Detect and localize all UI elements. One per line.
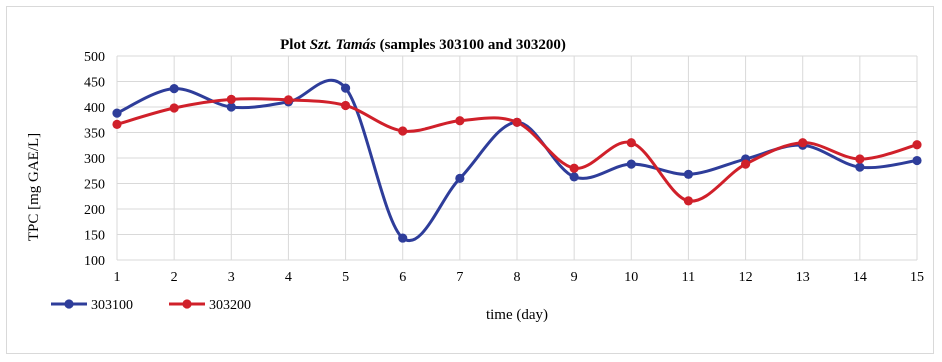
x-tick-label: 15 <box>910 270 924 285</box>
data-point-303100 <box>340 83 351 93</box>
legend-swatch-marker <box>182 299 192 309</box>
y-tick-label: 200 <box>84 203 105 218</box>
data-point-303200 <box>569 163 579 173</box>
data-point-303200 <box>912 140 922 150</box>
y-tick-label: 250 <box>84 178 105 193</box>
chart-frame: 100 150 200 250 300 350 400 450 500 1 2 3 4 5 6 7 8 9 10 1… <box>6 6 934 354</box>
data-point-303100 <box>226 102 236 112</box>
data-point-303100 <box>112 108 122 118</box>
x-tick-label: 14 <box>853 270 867 285</box>
data-point-303200 <box>112 119 122 129</box>
x-tick-label: 7 <box>456 270 463 285</box>
y-tick-label: 400 <box>84 101 105 116</box>
data-point-303200 <box>683 196 694 206</box>
x-tick-label: 3 <box>228 270 235 285</box>
data-point-303100 <box>912 155 922 166</box>
x-tick-label: 13 <box>796 270 810 285</box>
data-point-303200 <box>740 159 751 169</box>
x-tick-label: 10 <box>624 270 638 285</box>
x-tick-label: 6 <box>399 270 406 285</box>
y-axis-label: TPC [mg GAE/L] <box>26 133 42 241</box>
x-axis-label: time (day) <box>486 307 548 323</box>
legend-label: 303200 <box>209 298 251 313</box>
x-tick-label: 2 <box>171 270 178 285</box>
data-point-303100 <box>569 172 579 182</box>
y-tick-label: 450 <box>84 76 105 91</box>
y-axis-ticks: 100 150 200 250 300 350 400 450 500 <box>84 50 105 269</box>
legend-swatch-marker <box>64 299 74 309</box>
data-point-303200 <box>398 126 408 136</box>
series-line-303200 <box>115 97 919 203</box>
data-point-303200 <box>340 100 351 111</box>
x-axis-ticks: 1 2 3 4 5 6 7 8 9 10 11 12 13 14 15 <box>114 270 925 285</box>
data-point-303100 <box>455 173 465 183</box>
x-tick-label: 12 <box>739 270 753 285</box>
data-point-303100 <box>683 169 694 179</box>
data-point-303200 <box>626 138 636 148</box>
series-lines <box>115 79 919 242</box>
legend: 303100 303200 <box>51 298 251 313</box>
gridlines <box>116 55 918 261</box>
data-point-303200 <box>283 95 294 105</box>
chart-title: Plot Szt. Tamás (samples 303100 and 3032… <box>280 37 566 53</box>
y-tick-label: 150 <box>84 229 105 244</box>
y-tick-label: 350 <box>84 127 105 142</box>
data-point-303200 <box>226 94 236 104</box>
x-tick-label: 9 <box>571 270 578 285</box>
y-tick-label: 500 <box>84 50 105 65</box>
x-tick-label: 8 <box>514 270 521 285</box>
y-tick-label: 100 <box>84 254 105 269</box>
data-point-303200 <box>855 154 865 164</box>
x-tick-label: 5 <box>342 270 349 285</box>
x-tick-label: 1 <box>114 270 121 285</box>
y-tick-label: 300 <box>84 152 105 167</box>
data-point-303200 <box>512 117 522 127</box>
x-tick-label: 4 <box>285 270 292 285</box>
data-point-303100 <box>626 159 636 169</box>
data-point-303200 <box>455 116 465 126</box>
data-point-303200 <box>798 138 808 148</box>
data-point-303200 <box>169 103 179 113</box>
x-tick-label: 11 <box>682 270 695 285</box>
data-point-303100 <box>398 233 408 243</box>
data-point-303100 <box>855 162 865 172</box>
series-points <box>112 83 922 243</box>
data-point-303100 <box>169 84 179 94</box>
legend-label: 303100 <box>91 298 133 313</box>
